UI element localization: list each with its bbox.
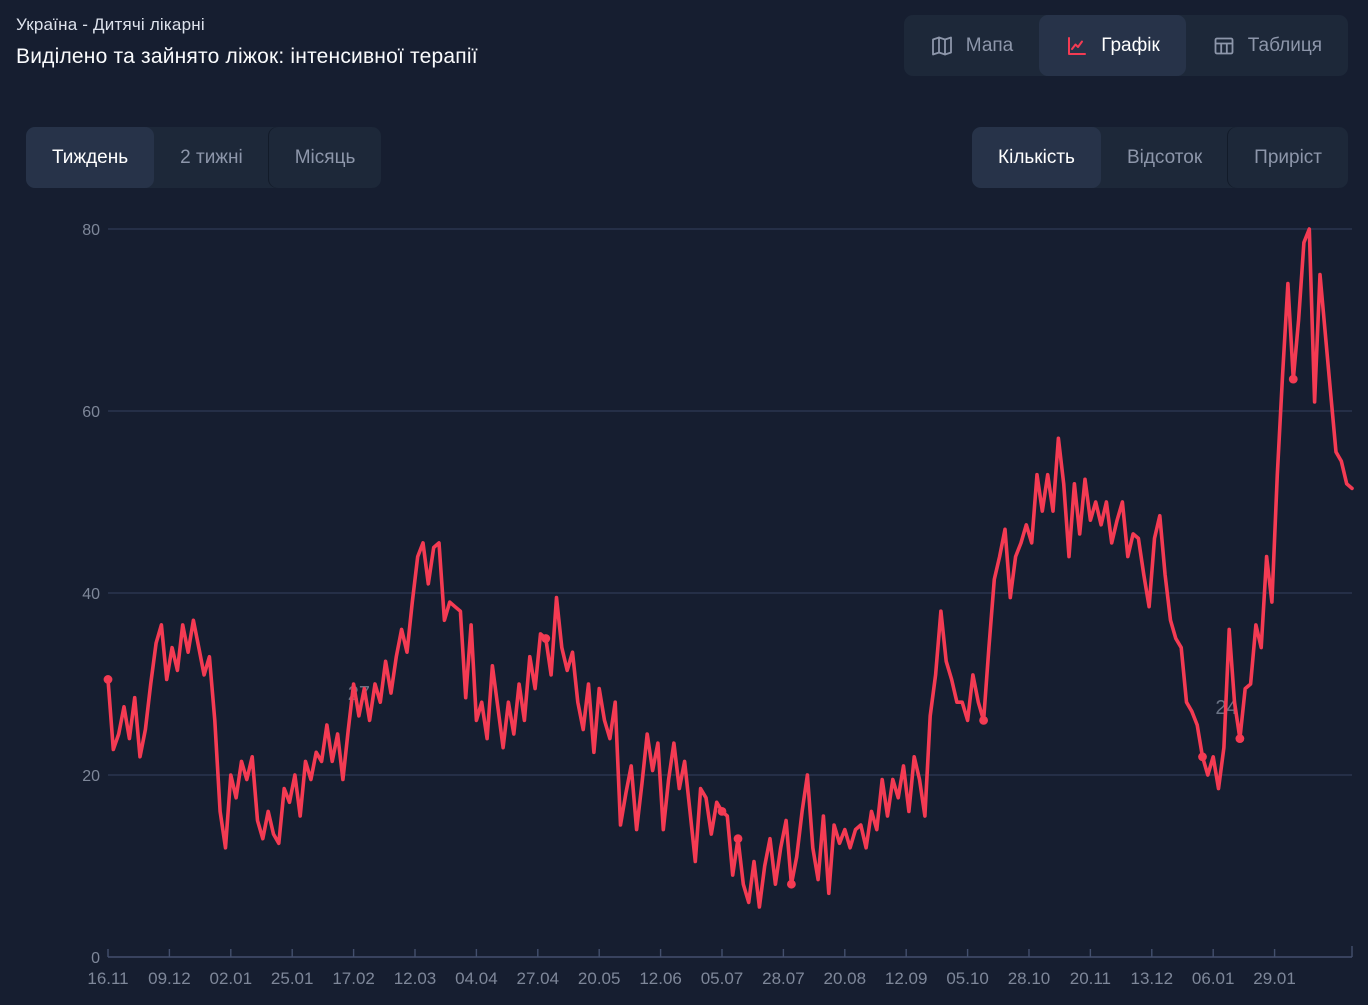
- tab-chart[interactable]: Графік: [1039, 15, 1186, 76]
- y-axis-tick-label: 20: [82, 768, 100, 785]
- data-point-marker[interactable]: [1235, 734, 1245, 743]
- data-point-marker[interactable]: [1198, 752, 1207, 762]
- y-axis-tick-label: 60: [82, 404, 100, 421]
- period-month-button[interactable]: Місяць: [269, 127, 382, 188]
- period-two-weeks-button[interactable]: 2 тижні: [154, 127, 269, 188]
- period-week-button[interactable]: Тиждень: [26, 127, 155, 188]
- tab-map[interactable]: Мапа: [904, 15, 1039, 76]
- table-icon: [1214, 37, 1234, 54]
- view-switcher: Мапа Графік Таблиця: [903, 15, 1348, 76]
- period-week-label: Тиждень: [52, 146, 129, 168]
- tab-table-label: Таблиця: [1247, 34, 1322, 56]
- region-subtitle: Україна - Дитячі лікарні: [16, 15, 205, 34]
- x-axis-tick-label: 06.01: [1192, 969, 1235, 988]
- metric-percent-button[interactable]: Відсоток: [1101, 127, 1228, 188]
- x-axis-tick-label: 17.02: [332, 969, 375, 988]
- map-icon: [931, 36, 952, 55]
- tab-map-label: Мапа: [965, 34, 1014, 56]
- line-chart-icon: [1068, 36, 1087, 55]
- period-switcher: Тиждень 2 тижні Місяць: [26, 127, 382, 188]
- x-axis-tick-label: 12.06: [639, 969, 682, 988]
- y-axis-tick-label: 80: [82, 222, 100, 239]
- x-axis-tick-label: 12.09: [885, 969, 928, 988]
- metric-switcher: Кількість Відсоток Приріст: [972, 127, 1348, 188]
- data-point-marker[interactable]: [717, 807, 727, 816]
- series-line[interactable]: [106, 227, 1354, 909]
- data-point-marker[interactable]: [979, 716, 989, 725]
- y-axis-tick-label: 0: [91, 950, 100, 967]
- metric-growth-button[interactable]: Приріст: [1228, 127, 1348, 188]
- data-point-marker[interactable]: [786, 879, 796, 889]
- x-axis-tick-label: 28.07: [762, 969, 805, 988]
- x-axis-tick-label: 27.04: [517, 969, 560, 988]
- x-axis-tick-label: 16.11: [87, 969, 128, 988]
- x-axis-tick-label: 20.11: [1070, 969, 1111, 988]
- data-point-marker[interactable]: [1288, 374, 1298, 384]
- x-axis-tick-label: 25.01: [271, 969, 314, 988]
- x-axis-tick-label: 02.01: [210, 969, 253, 988]
- y-axis-tick-label: 40: [82, 586, 100, 603]
- x-axis-tick-label: 05.10: [946, 969, 989, 988]
- period-month-label: Місяць: [294, 146, 356, 168]
- x-axis-tick-label: 29.01: [1253, 969, 1296, 988]
- x-axis-tick-label: 20.05: [578, 969, 621, 988]
- tab-table[interactable]: Таблиця: [1186, 15, 1348, 76]
- x-axis-tick-label: 12.03: [394, 969, 437, 988]
- page-title: Виділено та зайнято ліжок: інтенсивної т…: [16, 45, 478, 68]
- metric-count-button[interactable]: Кількість: [972, 127, 1101, 188]
- line-chart[interactable]: 0 20 40 60 80 16.11 09.12 02.01 25.01 17.02 12.03 0…: [0, 200, 1368, 1000]
- x-axis-tick-label: 13.12: [1131, 969, 1174, 988]
- metric-growth-label: Приріст: [1254, 146, 1322, 168]
- x-axis-tick-label: 09.12: [148, 969, 191, 988]
- data-point-marker[interactable]: [733, 834, 743, 844]
- x-axis-tick-label: 05.07: [701, 969, 744, 988]
- data-point-marker[interactable]: [103, 675, 113, 684]
- x-axis-tick-label: 20.08: [824, 969, 867, 988]
- chart-area[interactable]: 0 20 40 60 80 16.11 09.12 02.01 25.01 17.02 12.03 0…: [0, 200, 1368, 1000]
- metric-count-label: Кількість: [998, 146, 1075, 168]
- data-point-marker[interactable]: [541, 634, 551, 643]
- x-axis-tick-label: 28.10: [1008, 969, 1051, 988]
- tab-chart-label: Графік: [1101, 34, 1160, 56]
- period-two-weeks-label: 2 тижні: [180, 146, 243, 168]
- metric-percent-label: Відсоток: [1126, 146, 1203, 168]
- x-axis-tick-label: 04.04: [455, 969, 498, 988]
